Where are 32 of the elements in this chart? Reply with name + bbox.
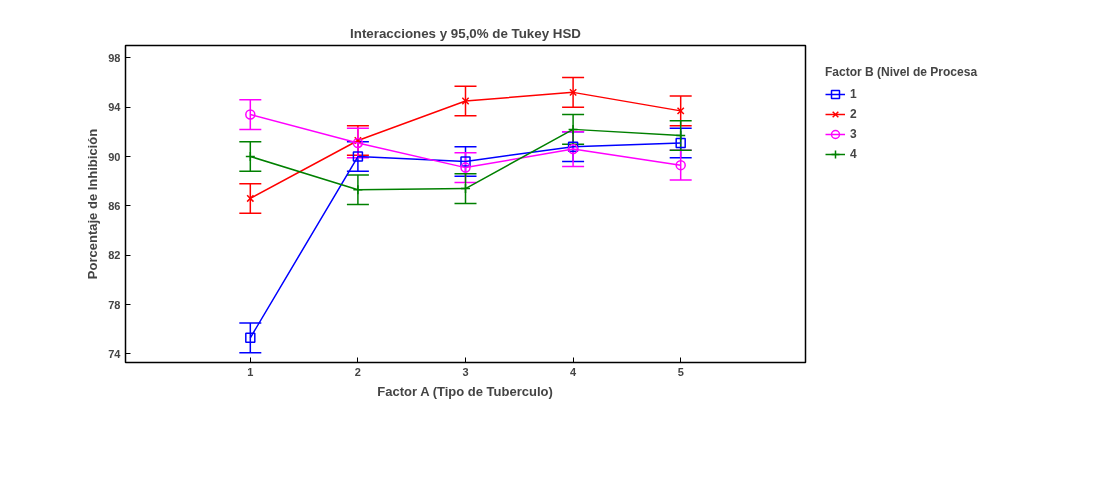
point xyxy=(460,156,471,167)
y-tick-label: 78 xyxy=(108,298,121,311)
x-tick-label: 2 xyxy=(354,365,361,378)
legend-label: 2 xyxy=(850,107,858,121)
legend-label: 3 xyxy=(850,127,858,141)
x-axis-title: Factor A (Tipo de Tuberculo) xyxy=(377,383,553,399)
point xyxy=(352,184,364,196)
x-tick-label: 1 xyxy=(247,365,254,378)
point xyxy=(245,109,256,120)
legend-title: Factor B (Nivel de Procesa xyxy=(825,65,978,79)
point xyxy=(567,124,579,135)
point xyxy=(675,137,686,149)
point xyxy=(352,137,364,149)
point xyxy=(353,136,362,145)
point xyxy=(245,332,256,344)
point xyxy=(675,159,686,171)
y-tick-label: 82 xyxy=(108,249,121,262)
x-tick-label: 3 xyxy=(462,365,469,378)
y-tick-label: 94 xyxy=(108,101,122,114)
y-axis-title: Porcentaje de Inhibición xyxy=(85,128,101,280)
point xyxy=(461,97,470,105)
point xyxy=(460,162,471,173)
y-tick-label: 74 xyxy=(108,347,122,360)
y-tick-label: 86 xyxy=(108,199,121,212)
x-tick-label: 5 xyxy=(677,365,684,378)
legend-label: 4 xyxy=(850,147,858,161)
y-tick-label: 98 xyxy=(108,51,121,64)
point xyxy=(352,151,364,162)
legend-label: 1 xyxy=(850,87,858,101)
y-tick-label: 90 xyxy=(108,150,121,163)
x-tick-label: 4 xyxy=(570,365,578,378)
chart-title: Interacciones y 95,0% de Tukey HSD xyxy=(350,25,582,41)
